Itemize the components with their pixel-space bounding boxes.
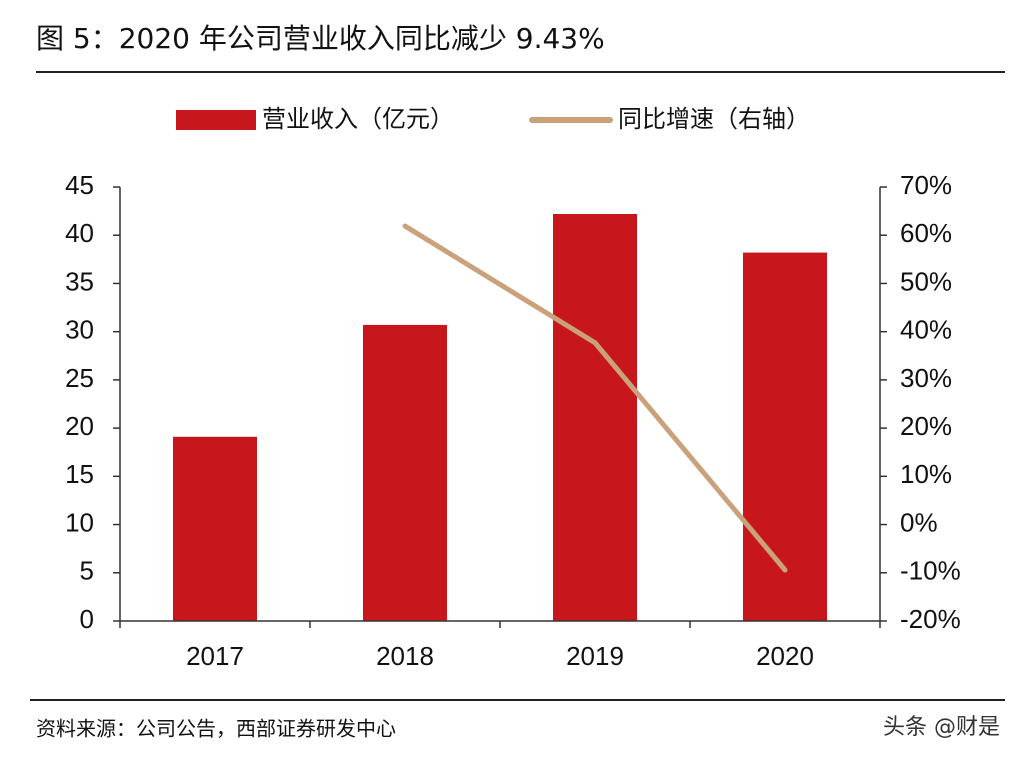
line xyxy=(402,223,788,573)
source: 资料来源：公司公告，西部证券研发中心 xyxy=(36,717,396,741)
y2-tick-label: 40% xyxy=(900,315,952,345)
y2-tick-label: 0% xyxy=(900,507,938,537)
x-tick-label: 2020 xyxy=(756,641,814,671)
y-tick-label: 5 xyxy=(80,556,94,586)
x-tick-label: 2017 xyxy=(186,641,244,671)
legend-label: 营业收入（亿元） xyxy=(262,105,454,133)
y-tick-label: 0 xyxy=(80,604,94,634)
chart-title: 图 5：2020 年公司营业收入同比减少 9.43% xyxy=(36,22,605,55)
legend-label: 同比增速（右轴） xyxy=(618,105,810,133)
y-tick-label: 15 xyxy=(65,459,94,489)
y-tick-label: 25 xyxy=(65,363,94,393)
y-tick-label: 20 xyxy=(65,411,94,441)
y-tick-label: 35 xyxy=(65,266,94,296)
y2-tick-label: 30% xyxy=(900,363,952,393)
y2-tick-label: 20% xyxy=(900,411,952,441)
bar xyxy=(743,252,827,622)
y2-tick-label: -20% xyxy=(900,604,961,634)
bar xyxy=(553,214,637,621)
x-tick-label: 2018 xyxy=(376,641,434,671)
y-tick-label: 40 xyxy=(65,218,94,248)
x-tick-label: 2019 xyxy=(566,641,624,671)
y-tick-label: 45 xyxy=(65,170,94,200)
legend-swatch xyxy=(176,110,256,130)
y2-tick-label: -10% xyxy=(900,556,961,586)
y-tick-label: 30 xyxy=(65,315,94,345)
y2-tick-label: 50% xyxy=(900,266,952,296)
watermark: 头条 @财是 xyxy=(883,715,1000,740)
y-tick-label: 10 xyxy=(65,507,94,537)
bar xyxy=(173,436,257,621)
y2-tick-label: 70% xyxy=(900,170,952,200)
bar xyxy=(363,324,447,621)
y2-tick-label: 60% xyxy=(900,218,952,248)
y2-tick-label: 10% xyxy=(900,459,952,489)
